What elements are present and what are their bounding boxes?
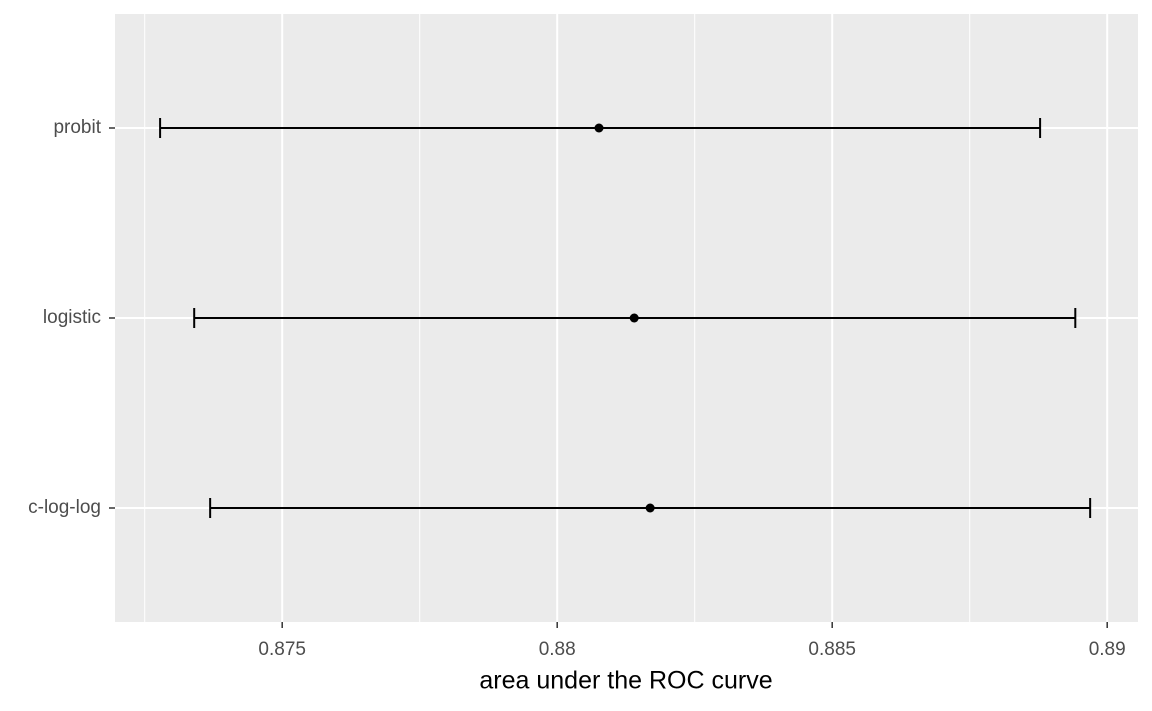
- point: [629, 313, 639, 323]
- y-tick-label: logistic: [43, 307, 101, 328]
- x-tick-label: 0.885: [808, 639, 856, 660]
- point: [645, 503, 655, 513]
- point: [594, 123, 604, 133]
- y-tick-label: c-log-log: [28, 497, 101, 518]
- x-tick-label: 0.875: [258, 639, 306, 660]
- y-tick-label: probit: [53, 117, 101, 138]
- x-axis-title: area under the ROC curve: [479, 667, 772, 695]
- x-tick-label: 0.89: [1089, 639, 1126, 660]
- x-tick-label: 0.88: [539, 639, 576, 660]
